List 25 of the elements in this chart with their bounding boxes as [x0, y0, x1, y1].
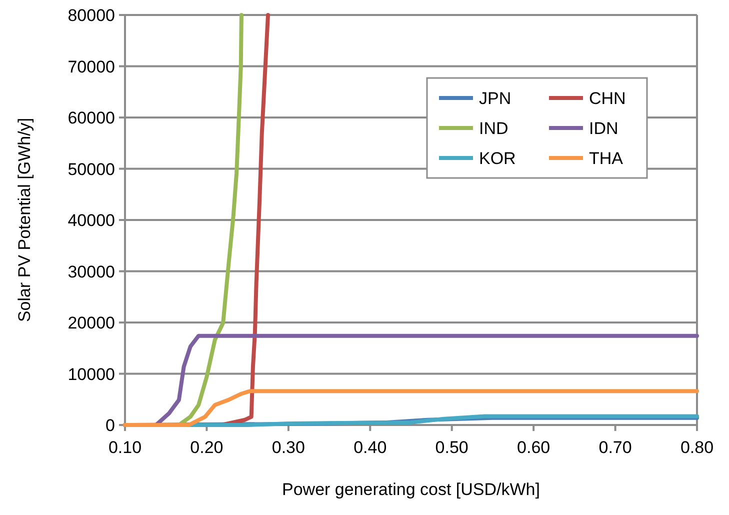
x-tick-label: 0.60 [517, 438, 550, 457]
legend-label: CHN [589, 89, 626, 108]
y-tick-label: 50000 [68, 160, 115, 179]
y-tick-label: 30000 [68, 262, 115, 282]
legend-label: KOR [479, 149, 516, 168]
y-tick-label: 70000 [68, 57, 115, 76]
y-tick-label: 60000 [68, 108, 115, 128]
x-tick-label: 0.50 [435, 438, 468, 457]
y-axis-title: Solar PV Potential [GWh/y] [15, 118, 34, 322]
x-axis-title: Power generating cost [USD/kWh] [282, 480, 540, 499]
legend-label: JPN [479, 89, 512, 108]
y-tick-label: 20000 [68, 314, 115, 332]
legend-label: IND [479, 119, 508, 138]
x-tick-label: 0.10 [108, 438, 142, 457]
y-tick-label: 10000 [68, 364, 115, 384]
y-tick-label: 80000 [68, 6, 115, 25]
legend-label: THA [589, 149, 624, 168]
y-tick-label: 0 [106, 416, 115, 435]
x-tick-label: 0.70 [598, 438, 632, 457]
legend-label: IDN [589, 119, 618, 138]
x-tick-label: 0.30 [272, 438, 305, 457]
x-tick-label: 0.40 [354, 438, 387, 457]
x-tick-label: 0.80 [680, 438, 714, 457]
y-tick-label: 40000 [68, 211, 115, 230]
x-tick-label: 0.20 [190, 438, 224, 457]
